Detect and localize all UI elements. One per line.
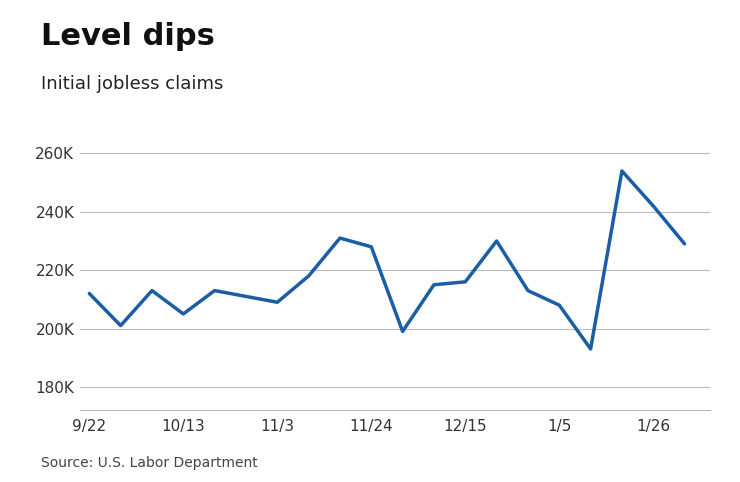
Text: Source: U.S. Labor Department: Source: U.S. Labor Department — [41, 456, 258, 470]
Text: Initial jobless claims: Initial jobless claims — [41, 75, 223, 93]
Text: Level dips: Level dips — [41, 22, 215, 51]
